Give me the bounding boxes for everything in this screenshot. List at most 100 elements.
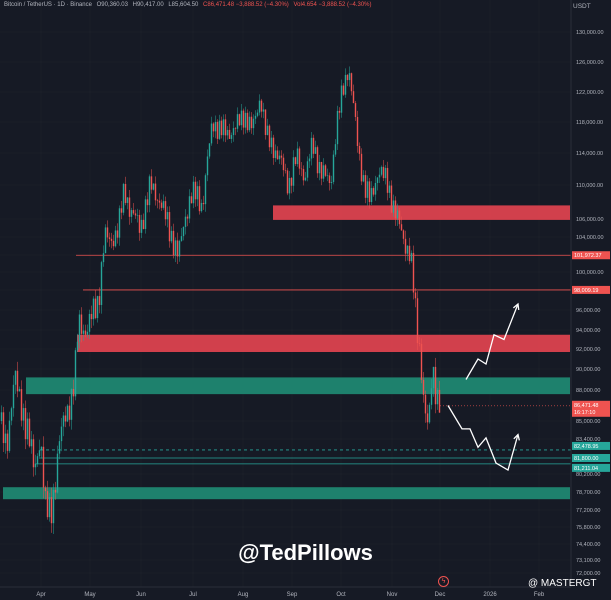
y-tick-label: 100,000.00 [576, 270, 604, 276]
ohlc-low: L85,604.50 [168, 2, 199, 8]
time-axis[interactable]: Apr May Jun Jul Aug Sep Oct Nov Dec 2026 Feb [0, 586, 571, 598]
candle-body [50, 497, 53, 524]
candle-body [190, 196, 193, 204]
candle-body [384, 167, 387, 179]
candle-body [334, 144, 337, 155]
candle-body [132, 210, 135, 214]
candle-body [396, 210, 399, 219]
level-line-layer [36, 254, 571, 465]
candle-body [418, 343, 421, 344]
candle-body [218, 120, 221, 139]
candle-body [330, 181, 333, 184]
candle-body [126, 197, 129, 203]
candle-body [158, 200, 161, 203]
candle-body [354, 103, 357, 118]
x-tick-label: Jun [136, 592, 146, 598]
candle-body [250, 116, 253, 129]
y-tick-label: 90,000.00 [576, 367, 600, 373]
candle-body [56, 453, 59, 493]
countdown-timer-label: 16:17:10 [574, 410, 595, 416]
price-axis[interactable]: 130,000.00 126,000.00 122,000.00 118,000.00… [570, 0, 611, 600]
candle-body [144, 199, 147, 229]
candle-body [40, 446, 43, 451]
y-tick-label: 73,100.00 [576, 558, 600, 564]
y-tick-label: 122,000.00 [576, 90, 604, 96]
candle-body [204, 175, 207, 205]
candle-body [238, 114, 241, 126]
candle-body [120, 208, 123, 213]
candle-body [388, 185, 391, 193]
symbol-pair[interactable]: Bitcoin / TetherUS · 1D · Binance [4, 2, 92, 8]
candle-body [216, 121, 219, 139]
candle-body [82, 330, 85, 334]
candle-body [378, 174, 381, 178]
candle-body [20, 389, 23, 421]
candle-body [112, 240, 115, 247]
candle-body [252, 118, 255, 129]
candle-body [404, 238, 407, 254]
level-price-tag [572, 441, 610, 450]
candle-body [178, 240, 181, 257]
candle-body [4, 433, 7, 444]
y-tick-label: 85,000.00 [576, 419, 600, 425]
y-tick-label: 104,000.00 [576, 235, 604, 241]
candle-body [234, 128, 237, 129]
candle-body [86, 331, 89, 335]
candle-body [338, 110, 341, 113]
candle-body [206, 156, 209, 176]
y-tick-label: 75,800.00 [576, 525, 600, 531]
candle-body [94, 298, 97, 319]
candle-body [296, 148, 299, 165]
ohlc-high: H90,417.00 [132, 2, 164, 8]
candle-body [2, 412, 5, 444]
candle-body [308, 158, 311, 162]
candle-body [18, 389, 21, 392]
candle-body [356, 117, 359, 147]
candle-body [268, 125, 271, 148]
candle-body [438, 389, 441, 413]
candle-body [154, 183, 157, 201]
candle-body [222, 119, 225, 136]
candle-body [320, 161, 323, 179]
price-axis-panel[interactable] [571, 0, 611, 600]
candle-body [246, 112, 249, 131]
candle-layer [0, 66, 441, 534]
candle-body [266, 125, 269, 135]
candle-body [136, 214, 139, 216]
currency-label[interactable]: USDT [573, 3, 591, 10]
candle-body [180, 236, 183, 241]
up-scenario-arrow [465, 303, 519, 380]
candle-body [256, 112, 259, 116]
candle-body [432, 366, 435, 389]
y-tick-label: 130,000.00 [576, 30, 604, 36]
y-tick-label: 114,000.00 [576, 151, 603, 157]
candle-body [54, 489, 57, 493]
candle-body [10, 408, 13, 421]
scenario-arrow-layer [447, 302, 520, 471]
candle-body [98, 296, 101, 305]
candle-body [326, 175, 329, 177]
candle-body [368, 181, 371, 203]
candle-body [166, 212, 169, 220]
candle-body [344, 74, 347, 95]
candle-body [422, 379, 425, 395]
candle-body [150, 176, 153, 190]
candle-body [278, 155, 281, 160]
author-watermark: @TedPillows [238, 540, 373, 565]
candle-body [390, 185, 393, 213]
candle-body [34, 463, 37, 468]
candle-body [42, 446, 45, 488]
candle-body [346, 74, 349, 81]
candle-body [386, 167, 389, 193]
candle-body [414, 292, 417, 299]
candle-body [280, 155, 283, 158]
candle-body [114, 230, 117, 247]
candle-body [220, 120, 223, 136]
candle-body [316, 147, 319, 174]
candle-body [110, 238, 113, 241]
candle-body [0, 412, 3, 421]
candle-body [352, 91, 355, 104]
candle-body [164, 201, 167, 220]
candle-body [156, 200, 159, 201]
